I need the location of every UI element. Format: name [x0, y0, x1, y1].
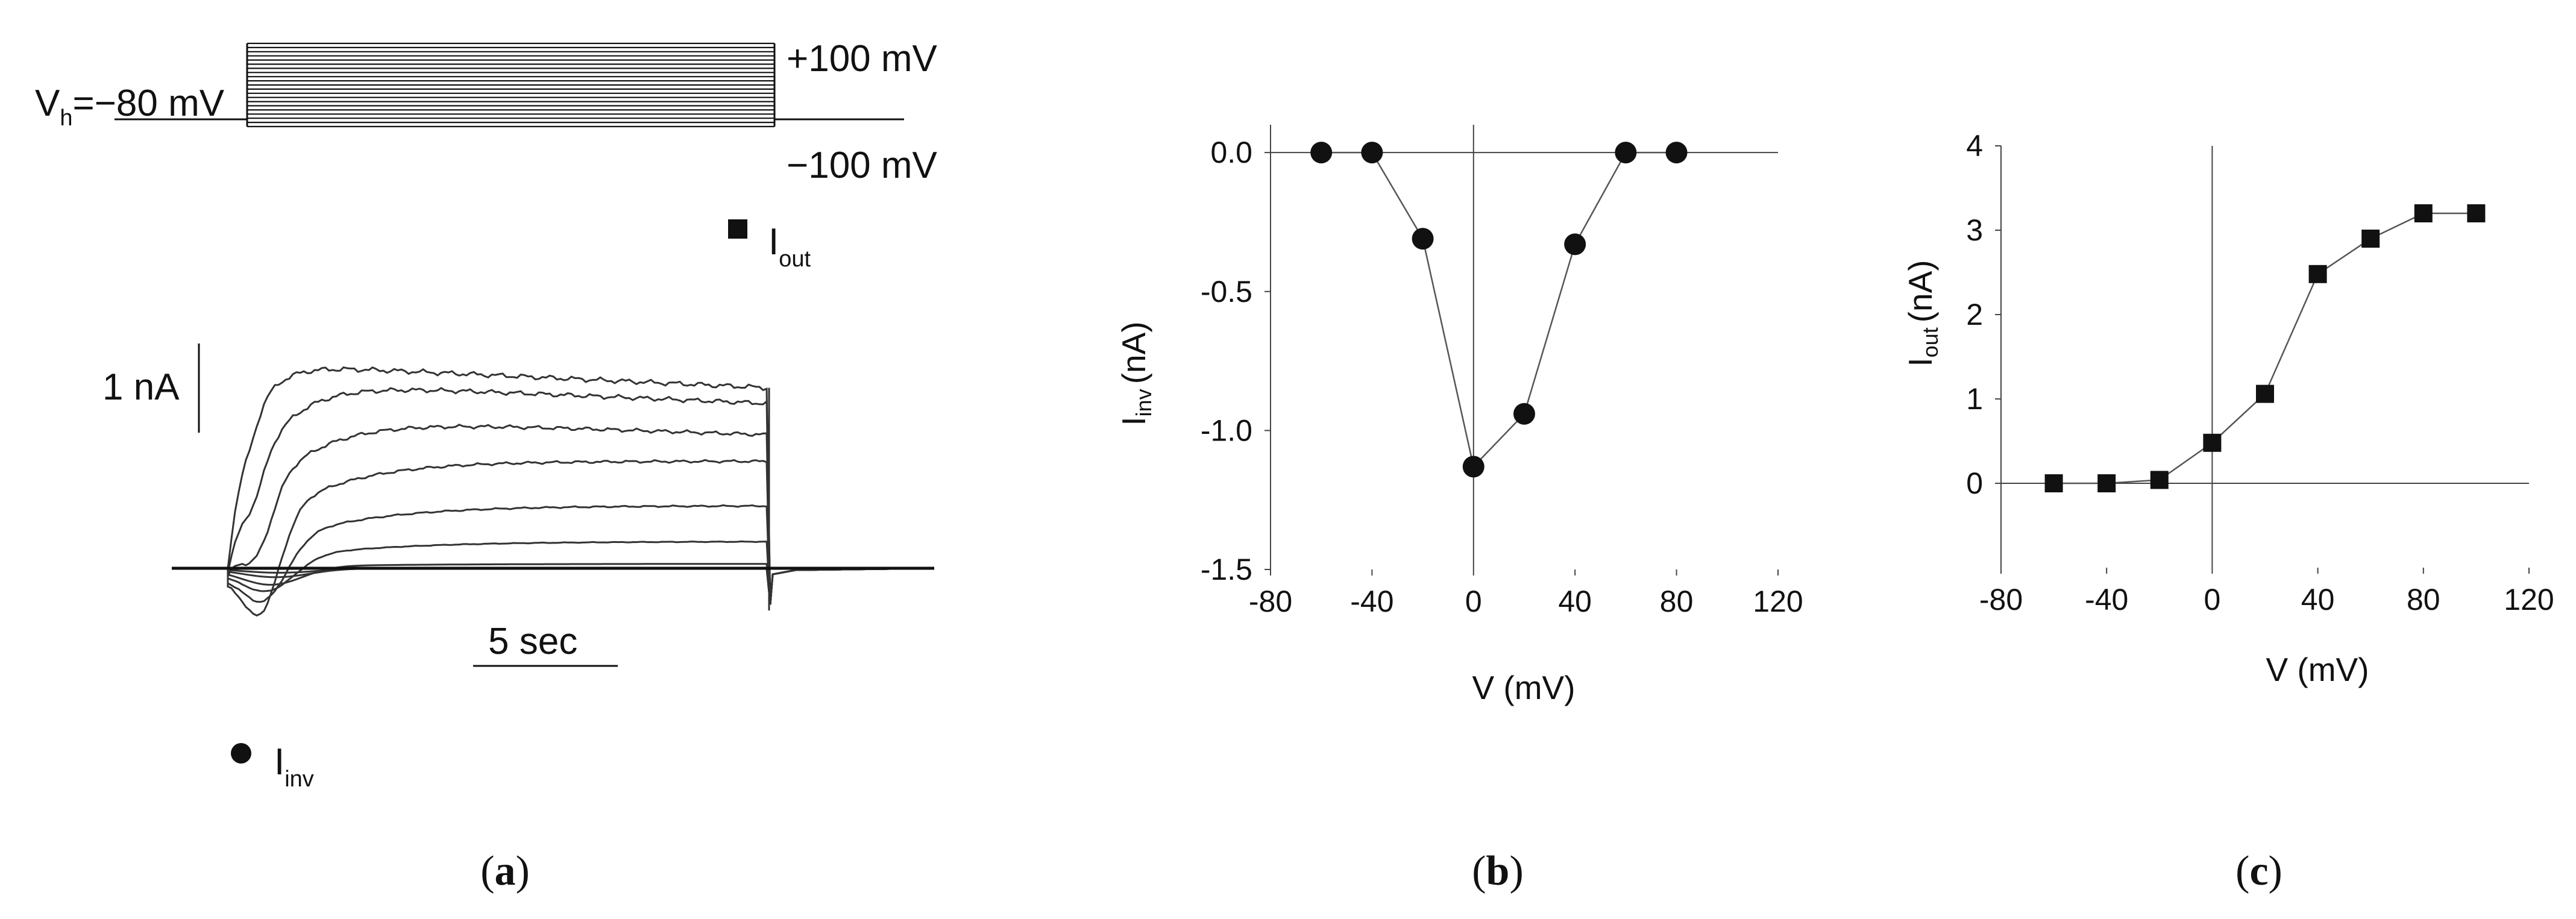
panel-b-data-point — [1412, 228, 1434, 250]
current-trace — [227, 567, 935, 605]
panel-c-axes: -80 -40 0 40 80 120 0 1 2 3 4 — [1966, 129, 2554, 616]
iout-label: Iout — [768, 221, 811, 272]
panel-b-series-line — [1321, 151, 1677, 468]
panel-b-xtick-label: -40 — [1350, 585, 1393, 618]
panel-c-ytick-label: 1 — [1966, 382, 1983, 416]
panel-b-xtick-label: 80 — [1660, 585, 1694, 618]
panel-c: -80 -40 0 40 80 120 0 1 2 3 4 V (mV) Iout(nA) (c) — [1902, 129, 2554, 894]
panel-b-xtick-label: 120 — [1753, 585, 1803, 618]
panel-c-xtick-label: 80 — [2407, 583, 2440, 616]
panel-b-xlabel: V (mV) — [1472, 669, 1575, 706]
panel-c-data-point — [2203, 433, 2222, 452]
panel-b: -80 -40 0 40 80 120 0.0 -0.5 -1.0 -1.5 V (mV) Iin… — [1115, 125, 1803, 894]
panel-b-axes: -80 -40 0 40 80 120 0.0 -0.5 -1.0 -1.5 — [1201, 125, 1803, 618]
panel-a-label: (a) — [480, 848, 530, 894]
panel-c-data-point — [2150, 471, 2169, 489]
panel-c-series — [2044, 204, 2486, 492]
panel-c-data-point — [2256, 384, 2274, 403]
panel-b-ytick-label: -0.5 — [1201, 275, 1252, 309]
current-trace — [227, 366, 935, 605]
panel-c-xtick-label: 0 — [2204, 583, 2220, 616]
current-trace — [227, 424, 935, 605]
panel-b-xtick-label: -80 — [1249, 585, 1292, 618]
panel-b-data-point — [1615, 142, 1637, 164]
panel-c-label: (c) — [2235, 848, 2282, 894]
panel-c-data-point — [2361, 230, 2380, 248]
current-trace — [227, 504, 935, 605]
panel-b-data-point — [1310, 142, 1333, 164]
voltage-protocol: Vh=−80 mV +100 mV −100 mV — [35, 38, 938, 186]
panel-c-xlabel: V (mV) — [2266, 651, 2369, 688]
panel-b-data-point — [1462, 456, 1484, 478]
current-traces — [227, 366, 935, 617]
panel-c-data-point — [2308, 265, 2327, 283]
current-trace — [227, 459, 935, 617]
panel-b-ytick-label: -1.5 — [1201, 553, 1252, 586]
panel-b-ylabel: Iinv(nA) — [1115, 321, 1156, 425]
panel-c-ytick-label: 4 — [1966, 129, 1983, 163]
panel-a: Vh=−80 mV +100 mV −100 mV 1 nA 5 sec Iou… — [35, 38, 938, 894]
panel-c-data-point — [2414, 204, 2433, 222]
panel-b-label: (b) — [1472, 848, 1524, 894]
iinv-label: Iinv — [274, 741, 314, 792]
panel-b-data-point — [1513, 403, 1535, 425]
panel-c-xtick-label: 120 — [2504, 583, 2554, 616]
protocol-steps — [247, 42, 774, 128]
iinv-marker-circle — [231, 743, 251, 764]
panel-c-xtick-label: -40 — [2085, 583, 2128, 616]
protocol-top-label: +100 mV — [787, 38, 938, 80]
panel-c-data-point — [2097, 474, 2116, 492]
panel-b-xtick-label: 40 — [1558, 585, 1592, 618]
holding-potential-label: Vh=−80 mV — [35, 83, 225, 131]
current-trace — [227, 387, 935, 605]
time-scale-label: 5 sec — [488, 621, 577, 662]
panel-c-series-line — [2053, 212, 2477, 485]
panel-b-data-point — [1564, 233, 1586, 256]
panel-c-xtick-label: 40 — [2301, 583, 2335, 616]
current-trace — [227, 567, 935, 605]
current-trace — [227, 540, 935, 605]
panel-b-ytick-label: -1.0 — [1201, 413, 1252, 447]
panel-c-ytick-label: 2 — [1966, 298, 1983, 331]
iout-marker-square — [728, 219, 747, 239]
panel-b-ytick-label: 0.0 — [1210, 136, 1252, 169]
panel-c-ylabel: Iout(nA) — [1902, 260, 1943, 366]
panel-c-ytick-label: 3 — [1966, 213, 1983, 247]
panel-b-xtick-label: 0 — [1465, 585, 1482, 618]
panel-c-xtick-label: -80 — [1979, 583, 2023, 616]
panel-b-series — [1310, 142, 1688, 478]
protocol-bottom-label: −100 mV — [787, 145, 938, 186]
current-trace — [228, 567, 935, 605]
panel-c-ytick-label: 0 — [1966, 466, 1983, 500]
panel-b-data-point — [1665, 142, 1688, 164]
current-scale-label: 1 nA — [102, 366, 180, 408]
panel-b-data-point — [1361, 142, 1383, 164]
panel-c-data-point — [2044, 474, 2063, 492]
panel-c-data-point — [2467, 204, 2486, 222]
